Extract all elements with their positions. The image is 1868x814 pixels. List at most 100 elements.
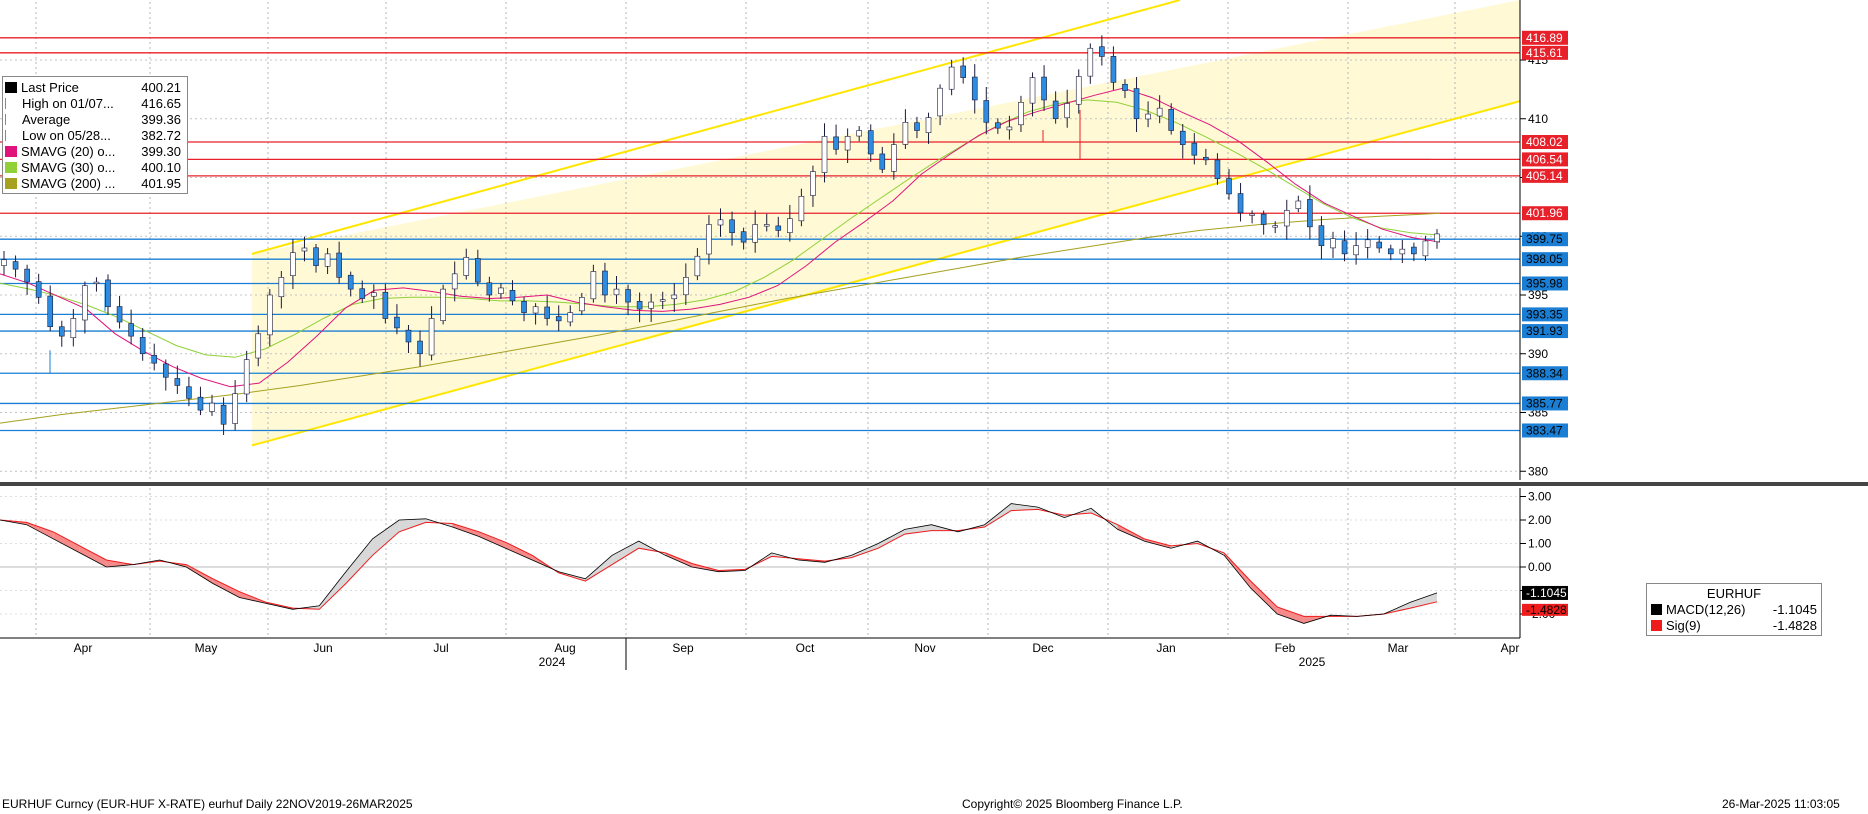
candle-body [1052, 100, 1059, 120]
legend-row: SMAVG (30) o... 400.10 [3, 159, 187, 175]
legend-swatch [5, 145, 17, 157]
macd-histogram-fill [479, 531, 506, 549]
candle-body [717, 219, 724, 226]
macd-histogram-fill [186, 564, 213, 584]
footer-security: EURHUF Curncy (EUR-HUF X-RATE) eurhuf Da… [2, 797, 413, 811]
macd-tick-label: 0.00 [1528, 560, 1552, 574]
macd-histogram-fill [612, 541, 639, 565]
legend-name: High on 01/07... [22, 95, 114, 111]
macd-histogram-fill [878, 529, 905, 549]
candle-body [1399, 248, 1406, 255]
candle-body [1099, 46, 1105, 57]
month-label: Jul [433, 641, 448, 655]
candle-body [1330, 238, 1336, 249]
candle-body [498, 287, 504, 294]
macd-histogram-fill [1410, 592, 1437, 609]
candle-body [1214, 159, 1221, 179]
sig-swatch [1651, 619, 1662, 631]
legend-row: Average 399.36 [3, 111, 187, 127]
candle-body [613, 288, 620, 296]
candle-body [394, 316, 400, 329]
candle-body [139, 337, 146, 355]
candle-body [532, 306, 539, 314]
channel-fill [252, 0, 1520, 446]
candle-body [1156, 107, 1163, 117]
month-label: Sep [672, 641, 694, 655]
legend-value: 399.30 [141, 143, 181, 159]
channel-upper-line [251, 0, 1181, 255]
panel-separator [0, 482, 1868, 486]
support-level-tag [1522, 252, 1568, 267]
candle-body [290, 252, 296, 276]
candle-body [971, 76, 978, 101]
candle-body [521, 301, 527, 313]
candle-body [1411, 246, 1417, 255]
support-level-tag [1522, 396, 1568, 411]
candle-body [1179, 130, 1186, 145]
candle-body [1018, 102, 1024, 126]
legend-name: SMAVG (20) o... [21, 143, 116, 159]
candle-body [948, 66, 955, 90]
month-label: Jan [1156, 641, 1175, 655]
price-tick-label: 410 [1528, 112, 1548, 126]
candle-body [24, 268, 30, 283]
candle-body [47, 295, 54, 328]
macd-histogram-fill [292, 605, 320, 610]
legend-name: Low on 05/28... [22, 127, 111, 143]
candle-body [1249, 213, 1255, 216]
macd-histogram-fill [212, 578, 240, 598]
legend-swatch [5, 161, 17, 173]
candle-body [1133, 88, 1140, 120]
resistance-level-tag [1522, 152, 1568, 167]
legend-value: 400.10 [141, 159, 181, 175]
candle-body [683, 277, 689, 296]
candle-body [798, 196, 805, 222]
support-level-label: 385.77 [1526, 396, 1563, 410]
legend-row: High on 01/07... 416.65 [3, 95, 187, 111]
support-level-label: 393.35 [1526, 307, 1563, 321]
support-level-tag [1522, 276, 1568, 291]
month-label: Dec [1032, 641, 1053, 655]
candle-body [278, 277, 285, 298]
candle-body [1364, 239, 1371, 248]
candle-body [440, 288, 446, 321]
candle-body [174, 378, 181, 386]
macd-legend-row: MACD(12,26) -1.1045 [1651, 601, 1817, 617]
channel-lower-line [251, 100, 1521, 447]
resistance-level-tag [1522, 135, 1568, 150]
macd-legend: EURHUF MACD(12,26) -1.1045 Sig(9) -1.482… [1646, 583, 1822, 636]
legend-name: SMAVG (30) o... [21, 159, 116, 175]
candle-body [12, 261, 19, 270]
macd-value-tag [1522, 585, 1568, 600]
footer-copyright: Copyright© 2025 Bloomberg Finance L.P. [962, 797, 1183, 811]
legend-row: SMAVG (200) ... 401.95 [3, 175, 187, 191]
support-level-tag [1522, 366, 1568, 381]
price-legend: Last Price 400.21 High on 01/07... 416.65 Av… [2, 76, 188, 194]
macd-legend-title: EURHUF [1706, 586, 1762, 601]
macd-histogram-fill [319, 571, 346, 610]
sig-legend-name: Sig(9) [1666, 617, 1701, 633]
macd-histogram-fill [984, 503, 1012, 528]
macd-swatch [1651, 603, 1662, 615]
year-label: 2025 [1299, 655, 1326, 669]
macd-tick-label: 1.00 [1528, 537, 1552, 551]
resistance-step [1079, 110, 1430, 160]
candle-body [648, 301, 654, 309]
resistance-level-label: 401.96 [1526, 206, 1563, 220]
resistance-level-tag [1522, 206, 1568, 221]
resistance-level-label: 408.02 [1526, 135, 1563, 149]
candle-body [995, 122, 1001, 129]
candle-body [763, 224, 770, 227]
price-tick-label: 395 [1528, 288, 1548, 302]
candle-body [82, 285, 88, 321]
candle-body [405, 329, 412, 343]
candle-body [1110, 56, 1117, 83]
candle-body [1203, 156, 1209, 161]
candle-body [417, 340, 423, 355]
macd-line [0, 503, 1438, 624]
legend-swatch [5, 129, 18, 141]
support-level-label: 388.34 [1526, 366, 1563, 380]
candle-body [1318, 225, 1325, 246]
candle-body [1295, 200, 1302, 209]
